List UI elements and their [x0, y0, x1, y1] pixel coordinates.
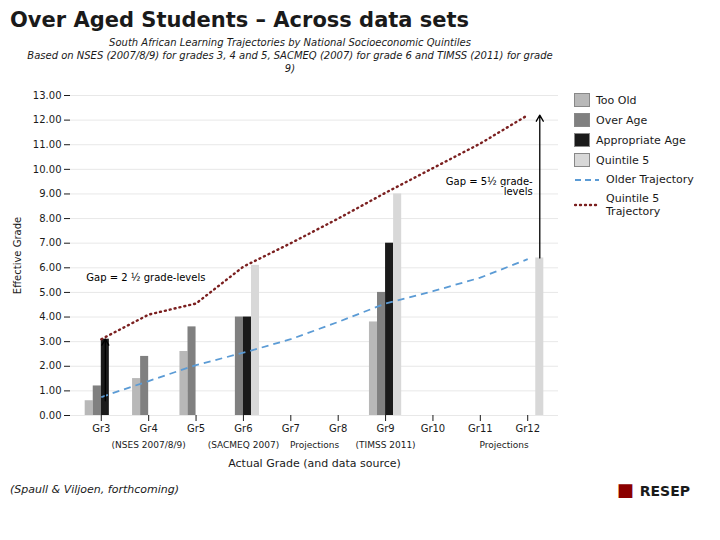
svg-text:3.00: 3.00 — [39, 336, 61, 347]
html-text:Over Aged Students – Across da: Over Aged Students – Across data sets — [10, 8, 470, 32]
svg-text:(NSES 2007/8/9): (NSES 2007/8/9) — [112, 440, 186, 450]
svg-text:Gr8: Gr8 — [329, 423, 347, 434]
svg-text:0.00: 0.00 — [39, 410, 61, 421]
svg-text:Gr11: Gr11 — [468, 423, 493, 434]
html-text:■ RESEP: ■ RESEP — [616, 479, 690, 500]
svg-text:Projections: Projections — [290, 440, 340, 450]
svg-text:Gap = 2 ½ grade-levels: Gap = 2 ½ grade-levels — [86, 272, 205, 283]
svg-text:Effective Grade: Effective Grade — [12, 217, 23, 294]
svg-text:10.00: 10.00 — [33, 164, 62, 175]
svg-text:Gr5: Gr5 — [187, 423, 205, 434]
html-text:South African Learning Traject: South African Learning Trajectories by N… — [109, 37, 471, 48]
html-text:9): 9) — [284, 63, 296, 74]
svg-text:13.00: 13.00 — [33, 90, 62, 101]
svg-text:5.00: 5.00 — [39, 287, 61, 298]
svg-text:9.00: 9.00 — [39, 188, 61, 199]
svg-text:Gr7: Gr7 — [282, 423, 300, 434]
svg-text:4.00: 4.00 — [39, 311, 61, 322]
svg-text:Gap = 5½ grade-levels: Gap = 5½ grade-levels — [446, 176, 533, 197]
html-text:Too Old: Too Old — [596, 93, 637, 107]
svg-text:2.00: 2.00 — [39, 360, 61, 371]
svg-text:Projections: Projections — [479, 440, 529, 450]
svg-text:12.00: 12.00 — [33, 114, 62, 125]
svg-text:Gr10: Gr10 — [421, 423, 446, 434]
svg-text:6.00: 6.00 — [39, 262, 61, 273]
svg-text:Gr3: Gr3 — [92, 423, 110, 434]
svg-text:Gr12: Gr12 — [515, 423, 540, 434]
svg-text:Actual Grade (and data source): Actual Grade (and data source) — [228, 457, 401, 470]
svg-text:11.00: 11.00 — [33, 139, 62, 150]
html-text:(Spaull & Viljoen, forthcoming: (Spaull & Viljoen, forthcoming) — [10, 483, 179, 496]
svg-text:Gr4: Gr4 — [140, 423, 158, 434]
svg-text:Gr6: Gr6 — [234, 423, 252, 434]
html-text:Based on NSES (2007/8/9) for g: Based on NSES (2007/8/9) for grades 3, 4… — [27, 50, 553, 61]
svg-text:1.00: 1.00 — [39, 385, 61, 396]
html-text:Quintile 5: Quintile 5 — [596, 153, 650, 167]
svg-text:(TIMSS 2011): (TIMSS 2011) — [355, 440, 415, 450]
svg-text:7.00: 7.00 — [39, 237, 61, 248]
svg-text:(SACMEQ 2007): (SACMEQ 2007) — [208, 440, 280, 450]
svg-text:8.00: 8.00 — [39, 213, 61, 224]
html-text:Quintile 5 Trajectory: Quintile 5 Trajectory — [606, 192, 661, 218]
html-text:Older Trajectory: Older Trajectory — [606, 173, 694, 186]
svg-text:Gr9: Gr9 — [376, 423, 394, 434]
html-text:Appropriate Age: Appropriate Age — [596, 133, 686, 147]
html-text:Over Age: Over Age — [596, 113, 648, 127]
